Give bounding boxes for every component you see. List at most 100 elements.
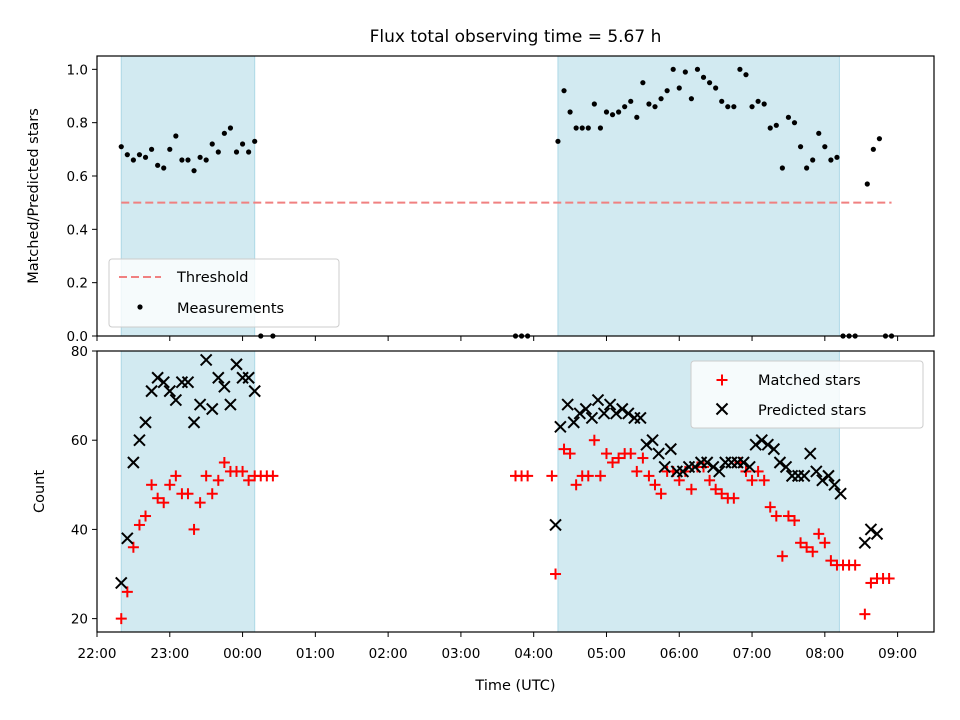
predicted-star-point [646, 433, 659, 447]
matched-star-point [152, 492, 164, 504]
matched-star-point [655, 488, 667, 500]
matched-star-point [564, 448, 576, 460]
cross-stroke-b [151, 371, 164, 384]
bottom-x-tick-label: 23:00 [150, 646, 189, 662]
cross-stroke-b [248, 384, 261, 398]
cross-stroke-b [828, 478, 841, 492]
cross-stroke-b [597, 407, 611, 420]
measurement-point [816, 130, 822, 136]
matched-star-point [522, 470, 534, 482]
predicted-star-point [218, 380, 231, 393]
measurement-point [822, 144, 828, 150]
matched-star-point [267, 470, 279, 482]
bottom-x-tick-label: 08:00 [805, 646, 844, 662]
cross-stroke-b [609, 407, 623, 420]
matched-star-point [764, 501, 776, 513]
cross-stroke-b [115, 576, 128, 590]
bottom-shaded-regions [120, 350, 840, 633]
measurement-point [622, 104, 628, 110]
predicted-stars-points [115, 353, 884, 590]
measurement-point [215, 149, 221, 155]
cross-stroke-b [554, 420, 567, 434]
bottom-x-tick-label: 01:00 [296, 646, 335, 662]
measurement-point [603, 109, 610, 115]
matched-star-point [789, 514, 800, 526]
matched-star-point [158, 497, 170, 509]
cross-stroke-b [755, 433, 768, 447]
matched-star-point [115, 613, 127, 625]
cross-stroke-b [646, 433, 659, 447]
cross-stroke-b [193, 398, 207, 411]
predicted-star-point [658, 460, 671, 474]
legend-predicted-label: Predicted stars [758, 403, 866, 419]
top-y-tick-label: 1.0 [67, 62, 88, 78]
measurement-point [585, 125, 591, 131]
predicted-star-point [181, 376, 195, 389]
measurement-point [713, 85, 719, 91]
measurement-point [573, 125, 579, 131]
predicted-star-point [206, 402, 219, 416]
measurement-point [670, 66, 676, 72]
bottom-y-axis-label: Count [32, 470, 48, 513]
bottom-x-tick-label: 04:00 [514, 646, 553, 662]
matched-star-point [588, 434, 600, 446]
cross-stroke-b [567, 416, 580, 429]
cross-stroke-b [707, 460, 720, 474]
predicted-star-point [187, 416, 201, 429]
bottom-x-tick-label: 09:00 [878, 646, 917, 662]
cross-stroke-b [561, 398, 574, 411]
matched-star-point [758, 474, 770, 486]
matched-star-point [164, 479, 176, 491]
cross-stroke-b [743, 460, 756, 474]
matched-star-point [582, 470, 594, 482]
predicted-star-point [554, 420, 567, 434]
top-y-tick-label: 0.0 [67, 329, 88, 345]
predicted-star-point [707, 460, 720, 474]
cross-stroke-b [121, 532, 134, 545]
measurement-point [743, 72, 749, 78]
measurement-point [834, 154, 840, 160]
legend-measurements-swatch [137, 304, 143, 310]
cross-stroke-b [804, 447, 817, 460]
measurement-point [567, 109, 573, 115]
predicted-star-point [804, 447, 817, 460]
predicted-star-point [688, 460, 702, 474]
predicted-star-point [603, 398, 617, 411]
measurement-point [785, 114, 792, 120]
measurement-point [124, 152, 130, 158]
measurement-point [609, 112, 616, 118]
matched-star-point [550, 568, 562, 580]
matched-star-point [237, 465, 249, 477]
measurement-point [233, 149, 240, 155]
predicted-star-point [133, 433, 146, 447]
measurement-point [876, 136, 883, 142]
measurement-point [227, 125, 234, 131]
measurement-point [209, 141, 215, 147]
cross-stroke-b [242, 371, 255, 384]
predicted-star-point [749, 438, 762, 451]
predicted-star-point [151, 371, 164, 384]
cross-stroke-b [573, 407, 586, 420]
measurement-point [597, 125, 604, 131]
predicted-star-point [193, 398, 207, 411]
top-legend: Threshold Measurements [108, 258, 340, 328]
measurement-point [725, 104, 731, 110]
matched-star-point [243, 474, 255, 486]
matched-star-point [770, 510, 782, 522]
cross-stroke-b [549, 518, 562, 532]
predicted-star-point [549, 518, 562, 532]
cross-stroke-b [622, 407, 635, 420]
cross-stroke-b [715, 402, 729, 416]
measurement-point [652, 104, 658, 110]
measurement-point [791, 120, 798, 126]
matched-star-point [746, 474, 758, 486]
matched-star-point [594, 470, 606, 482]
bottom-x-tick-label: 02:00 [369, 646, 408, 662]
matched-star-point [121, 586, 133, 598]
top-y-tick-label: 0.4 [67, 222, 88, 238]
bottom-axes-frame [96, 350, 935, 633]
bottom-legend-box [690, 360, 924, 429]
cross-stroke-b [688, 460, 702, 474]
x-axis-label: Time (UTC) [474, 678, 555, 694]
